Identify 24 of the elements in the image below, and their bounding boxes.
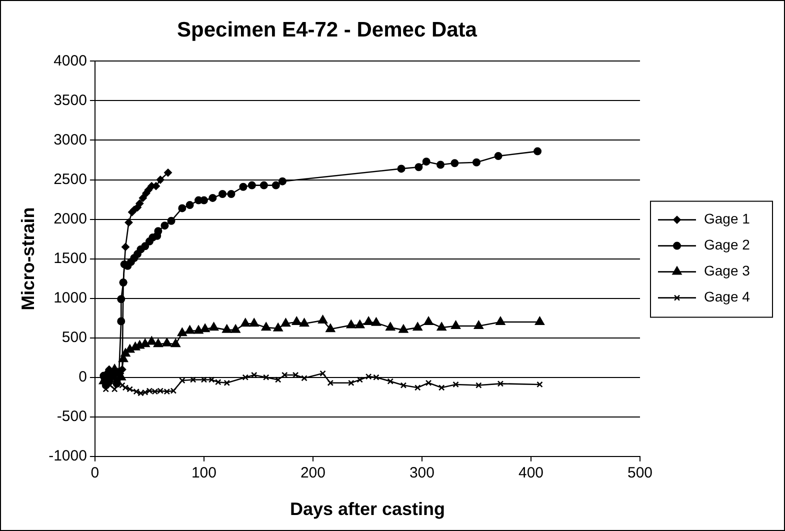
x-tick-label: 300 [409,464,434,482]
y-tick-label: 0 [78,368,87,386]
y-tick-label: -500 [56,408,87,426]
y-tick-label: 500 [62,328,87,346]
y-tick-label: 4000 [54,52,87,70]
y-tick-label: 3000 [54,131,87,148]
y-tick-label: 3500 [54,92,87,109]
chart-title: Specimen E4-72 - Demec Data [177,18,478,42]
legend-label: Gage 2 [704,236,750,253]
x-tick-label: 400 [518,464,544,482]
x-tick-label: 200 [300,464,326,482]
x-tick-label: 100 [191,464,216,482]
y-tick-label: 2500 [54,170,87,188]
legend-label: Gage 4 [704,288,750,305]
y-tick-label: 2000 [54,210,87,228]
x-tick-label: 0 [90,464,100,482]
x-axis-title: Days after casting [290,499,446,520]
y-axis-title: Micro-strain [18,207,38,310]
legend-label: Gage 3 [704,262,750,279]
y-tick-label: -1000 [48,448,87,465]
y-tick-label: 1000 [54,289,87,306]
y-tick-label: 1500 [54,250,87,267]
x-tick-label: 500 [627,464,653,482]
legend-label: Gage 1 [704,210,750,227]
